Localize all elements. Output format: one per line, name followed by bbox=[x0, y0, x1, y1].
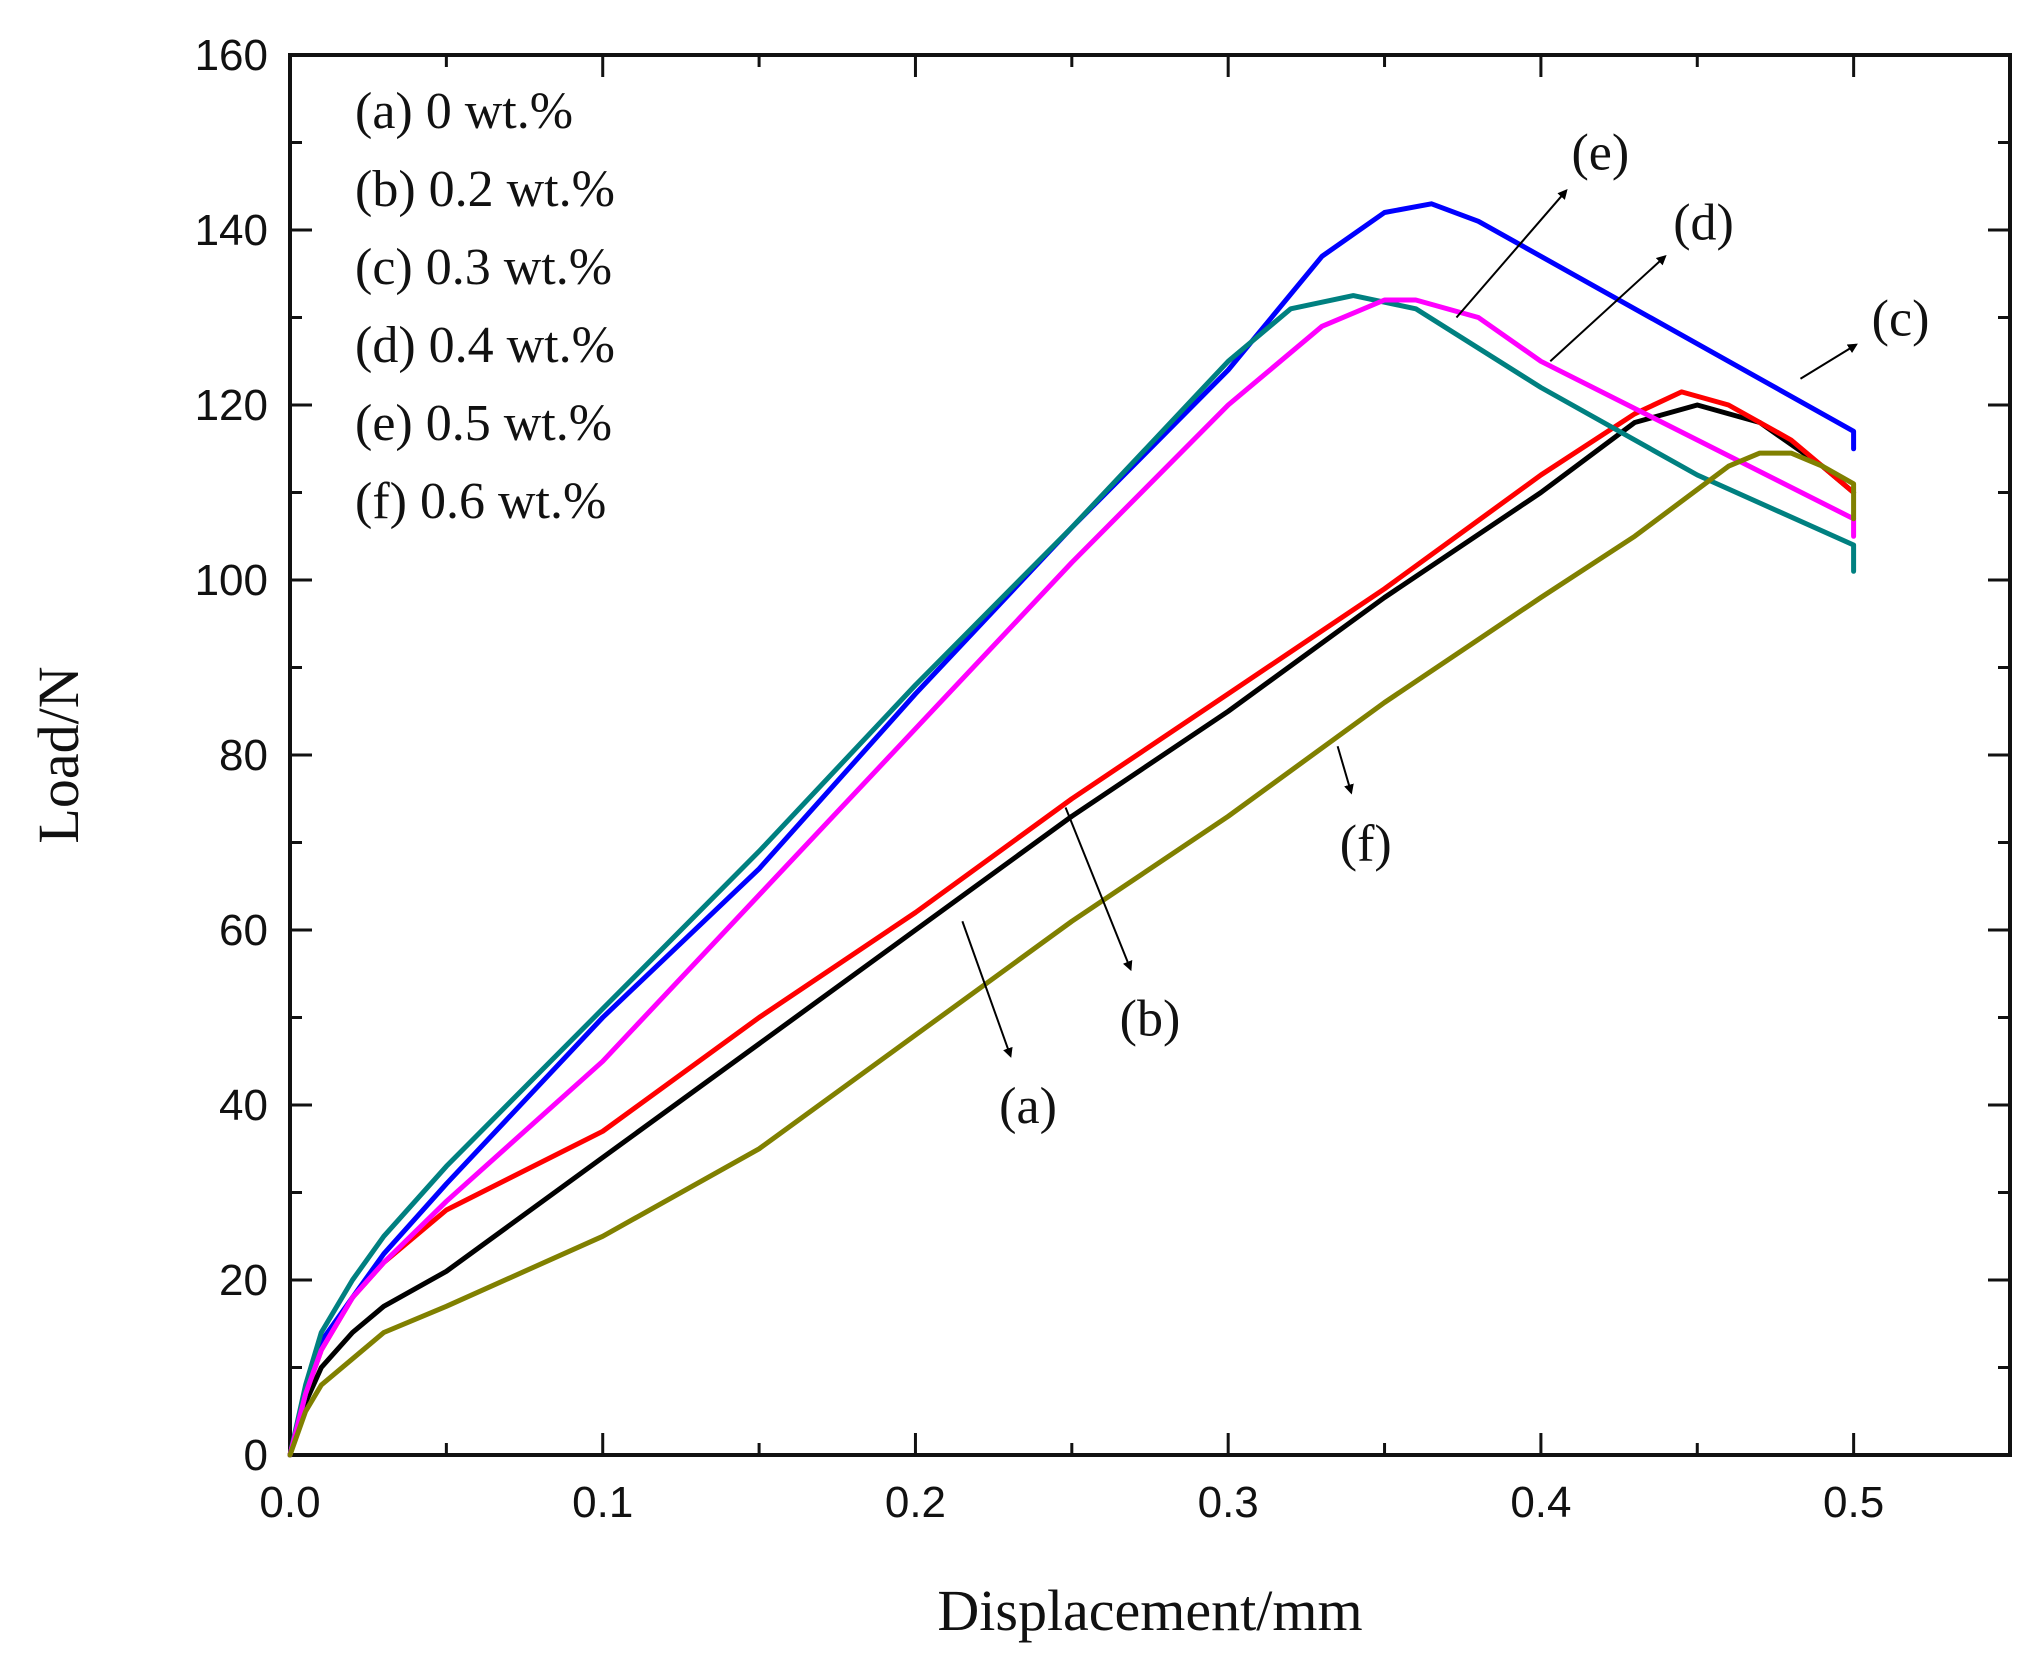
series-line-a bbox=[287, 402, 1857, 1458]
annotation-arrow bbox=[1799, 343, 1858, 380]
series-line-e bbox=[287, 297, 1857, 1458]
series-lines bbox=[287, 201, 1857, 1458]
x-axis-title: Displacement/mm bbox=[937, 1578, 1362, 1643]
annotation-label: (b) bbox=[1120, 991, 1181, 1048]
axis-tick-labels: 0.0 0.1 0.2 0.3 0.4 0.5 0 20 40 60 80 100 120 140 160 bbox=[195, 31, 1885, 1527]
annotation-arrow bbox=[1336, 745, 1354, 795]
legend: (a) 0 wt.% (b) 0.2 wt.% (c) 0.3 wt.% (d) 0.… bbox=[355, 83, 615, 530]
legend-entry: (a) 0 wt.% bbox=[355, 83, 573, 140]
x-tick-label: 0.4 bbox=[1510, 1478, 1571, 1527]
y-tick-label: 160 bbox=[195, 31, 268, 80]
annotation-label: (a) bbox=[999, 1078, 1057, 1135]
curve-annotations: (a) (b) (c) (d) (e) (f) bbox=[961, 124, 1930, 1135]
x-tick-label: 0.5 bbox=[1823, 1478, 1884, 1527]
series-line-f bbox=[287, 450, 1857, 1458]
legend-entry: (d) 0.4 wt.% bbox=[355, 317, 615, 374]
y-tick-label: 20 bbox=[219, 1256, 268, 1305]
series-line-d bbox=[287, 293, 1857, 1458]
y-tick-label: 140 bbox=[195, 206, 268, 255]
annotation-arrow bbox=[961, 920, 1013, 1058]
series-line-c bbox=[287, 201, 1857, 1458]
y-tick-label: 0 bbox=[244, 1431, 268, 1480]
annotation-label: (d) bbox=[1673, 194, 1734, 251]
y-tick-label: 60 bbox=[219, 906, 268, 955]
x-tick-label: 0.3 bbox=[1198, 1478, 1259, 1527]
annotation-arrow bbox=[1549, 254, 1667, 362]
axis-ticks bbox=[288, 53, 2012, 1457]
annotation-label: (c) bbox=[1872, 291, 1930, 348]
legend-entry: (e) 0.5 wt.% bbox=[355, 395, 612, 452]
y-tick-label: 80 bbox=[219, 731, 268, 780]
legend-entry: (c) 0.3 wt.% bbox=[355, 239, 612, 296]
legend-entry: (b) 0.2 wt.% bbox=[355, 161, 615, 218]
y-tick-label: 100 bbox=[195, 556, 268, 605]
x-tick-label: 0.2 bbox=[885, 1478, 946, 1527]
legend-entry: (f) 0.6 wt.% bbox=[355, 473, 606, 530]
y-tick-label: 40 bbox=[219, 1081, 268, 1130]
x-tick-label: 0.0 bbox=[259, 1478, 320, 1527]
x-tick-label: 0.1 bbox=[572, 1478, 633, 1527]
annotation-label: (e) bbox=[1571, 124, 1629, 181]
y-axis-title: Load/N bbox=[26, 666, 91, 843]
annotation-arrow bbox=[1455, 189, 1568, 319]
annotation-label: (f) bbox=[1340, 816, 1392, 873]
annotation-arrow bbox=[1064, 807, 1133, 972]
y-tick-label: 120 bbox=[195, 381, 268, 430]
